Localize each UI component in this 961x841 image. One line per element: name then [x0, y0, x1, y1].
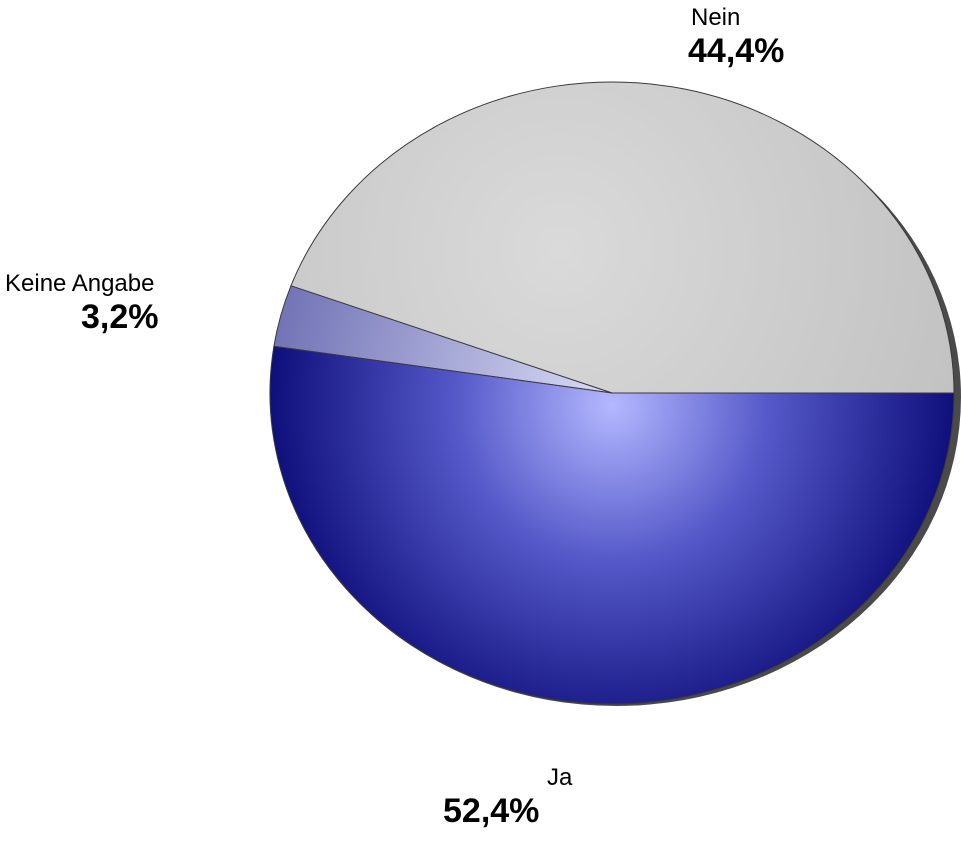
- slices-group: [269, 81, 955, 705]
- data-label-nein-value: 44,4%: [688, 32, 785, 70]
- data-label-keine-angabe-value: 3,2%: [81, 298, 159, 336]
- data-label-keine-angabe-name: Keine Angabe: [5, 270, 155, 297]
- data-label-keine-angabe: Keine Angabe 3,2%: [5, 270, 159, 336]
- data-label-nein: Nein 44,4%: [688, 4, 785, 70]
- data-label-ja-value: 52,4%: [443, 792, 540, 830]
- data-label-ja: Ja 52,4%: [443, 764, 573, 830]
- data-label-nein-name: Nein: [691, 4, 741, 31]
- pie-slice-ja: [269, 345, 955, 705]
- pie-slice-nein: [290, 81, 955, 394]
- data-label-ja-name: Ja: [547, 764, 573, 791]
